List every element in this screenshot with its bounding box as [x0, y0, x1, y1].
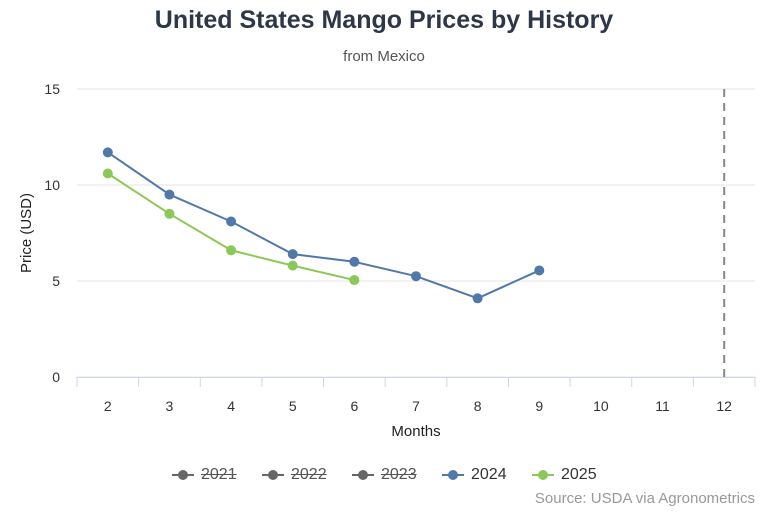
data-point-2025 [164, 208, 175, 219]
legend-item-2021[interactable]: 2021 [172, 463, 237, 487]
legend-label: 2023 [381, 466, 417, 483]
legend-label: 2025 [561, 466, 597, 483]
x-tick-label: 4 [227, 398, 235, 414]
data-point-2025 [349, 275, 360, 286]
y-tick-label: 0 [52, 369, 60, 385]
data-point-2024 [164, 189, 175, 200]
legend-marker-icon [262, 469, 284, 481]
legend-item-2022[interactable]: 2022 [262, 463, 327, 487]
x-tick-label: 7 [412, 398, 420, 414]
y-tick-label: 15 [44, 81, 60, 97]
data-point-2024 [226, 216, 237, 227]
legend-item-2024[interactable]: 2024 [442, 463, 507, 487]
x-tick-label: 9 [535, 398, 543, 414]
legend-marker-icon [532, 469, 554, 481]
legend-item-2023[interactable]: 2023 [352, 463, 417, 487]
x-tick-label: 8 [474, 398, 482, 414]
data-point-2024 [411, 271, 421, 282]
x-tick-label: 2 [104, 398, 112, 414]
data-point-2024 [102, 147, 113, 158]
data-point-2024 [472, 293, 483, 304]
y-tick-label: 10 [44, 177, 60, 193]
y-tick-label: 5 [52, 273, 60, 289]
x-tick-label: 3 [166, 398, 174, 414]
y-axis-title: Price (USD) [18, 193, 35, 273]
data-point-2024 [287, 249, 298, 260]
data-point-2025 [287, 260, 298, 271]
chart-subtitle: from Mexico [343, 48, 425, 65]
x-tick-label: 5 [289, 398, 297, 414]
chart-legend: 2021 2022 2023 2024 2025 [0, 463, 768, 487]
data-point-2025 [226, 245, 237, 256]
series-line-2024 [106, 151, 541, 300]
data-point-2024 [349, 256, 360, 267]
legend-label: 2022 [291, 466, 327, 483]
source-credit: Source: USDA via Agronometrics [534, 490, 755, 507]
legend-item-2025[interactable]: 2025 [532, 463, 597, 487]
legend-label: 2021 [201, 466, 237, 483]
x-tick-label: 10 [593, 398, 609, 414]
x-tick-label: 6 [350, 398, 358, 414]
x-axis-title: Months [391, 423, 440, 440]
x-tick-label: 12 [716, 398, 732, 414]
line-chart: 0 5 10 15 2 3 4 5 6 7 8 9 10 11 12 Months Price (USD) [18, 81, 756, 440]
legend-marker-icon [352, 469, 374, 481]
x-tick-label: 11 [655, 398, 670, 414]
legend-marker-icon [442, 469, 464, 481]
data-point-2024 [534, 265, 545, 276]
chart-title: United States Mango Prices by History [154, 6, 614, 34]
data-point-2025 [102, 168, 113, 179]
legend-marker-icon [172, 469, 194, 481]
series-line-2025 [106, 172, 356, 282]
legend-label: 2024 [471, 466, 507, 483]
